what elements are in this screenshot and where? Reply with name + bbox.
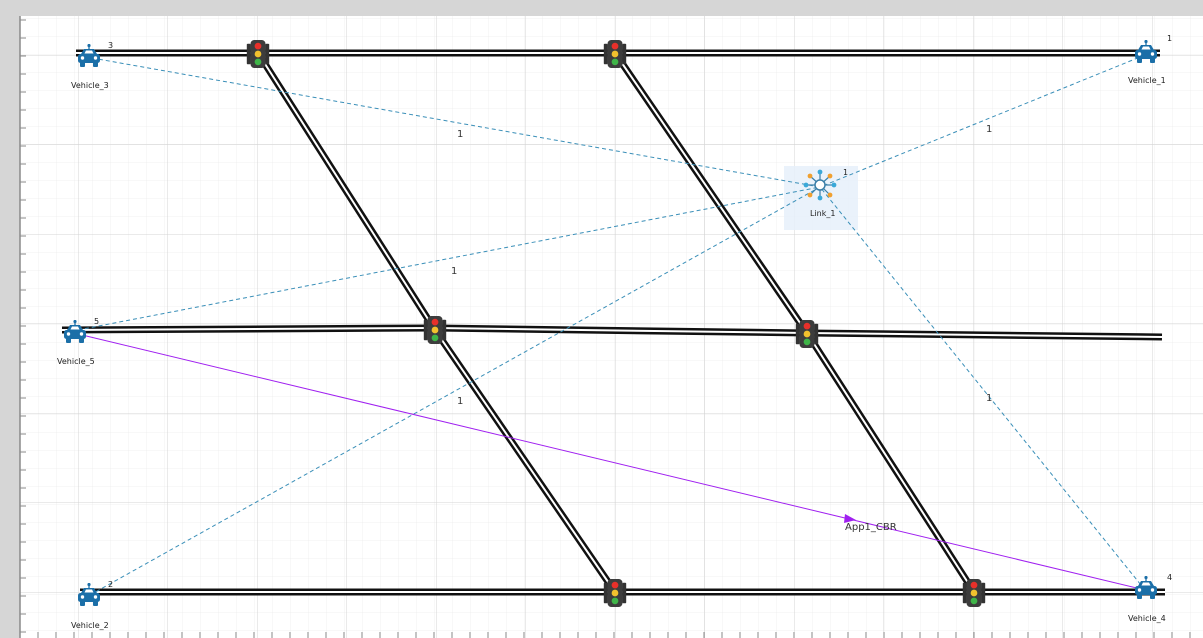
wireless-link-vehicle-4 bbox=[819, 186, 1146, 591]
vehicle-2[interactable]: 2 Vehicle_2 bbox=[71, 580, 113, 630]
ruler-ticks bbox=[20, 19, 1191, 638]
vehicle-id: 2 bbox=[108, 580, 113, 589]
link-id: 1 bbox=[843, 168, 848, 177]
vehicle-id: 1 bbox=[1167, 34, 1172, 43]
traffic-light-icon bbox=[962, 579, 986, 607]
wireless-link-label-vehicle-1: 1 bbox=[986, 124, 992, 135]
wireless-link-label-vehicle-2: 1 bbox=[457, 396, 463, 407]
vehicle-id: 3 bbox=[108, 41, 113, 50]
wireless-link-label-vehicle-4: 1 bbox=[986, 393, 992, 404]
traffic-light-icon bbox=[795, 320, 819, 348]
vehicle-4[interactable]: 4 Vehicle_4 bbox=[1128, 573, 1172, 623]
wireless-link-label-vehicle-5: 1 bbox=[451, 266, 457, 277]
vehicle-label: Vehicle_3 bbox=[71, 81, 109, 90]
wireless-link-label-vehicle-3: 1 bbox=[457, 129, 463, 140]
vehicle-label: Vehicle_4 bbox=[1128, 614, 1166, 623]
link-hub-icon bbox=[803, 169, 837, 201]
vehicle-id: 5 bbox=[94, 317, 99, 326]
vehicle-5[interactable]: 5 Vehicle_5 bbox=[57, 317, 99, 366]
traffic-light-icon bbox=[603, 579, 627, 607]
wireless-links bbox=[77, 54, 1146, 596]
wireless-link-vehicle-3 bbox=[91, 57, 821, 188]
road-middle bbox=[61, 324, 1163, 341]
wireless-link-vehicle-2 bbox=[89, 186, 821, 596]
vehicle-label: Vehicle_2 bbox=[71, 621, 109, 630]
vehicle-1[interactable]: 1 Vehicle_1 bbox=[1128, 34, 1172, 85]
application-arrow-icon bbox=[844, 514, 856, 523]
vehicle-3[interactable]: 3 Vehicle_3 bbox=[71, 41, 113, 90]
application-label: App1_CBR bbox=[845, 522, 897, 533]
application-line[interactable] bbox=[77, 333, 1146, 591]
application-flow[interactable]: App1_CBR bbox=[77, 333, 1146, 591]
traffic-light-icon bbox=[603, 40, 627, 68]
vehicle-label: Vehicle_5 bbox=[57, 357, 95, 366]
link-label: Link_1 bbox=[810, 209, 835, 218]
traffic-light-icon bbox=[246, 40, 270, 68]
wireless-link-vehicle-1 bbox=[819, 54, 1146, 188]
link-node[interactable]: 1 Link_1 bbox=[803, 168, 848, 218]
vehicle-id: 4 bbox=[1167, 573, 1172, 582]
vehicle-label: Vehicle_1 bbox=[1128, 76, 1166, 85]
traffic-light-icon bbox=[423, 316, 447, 344]
